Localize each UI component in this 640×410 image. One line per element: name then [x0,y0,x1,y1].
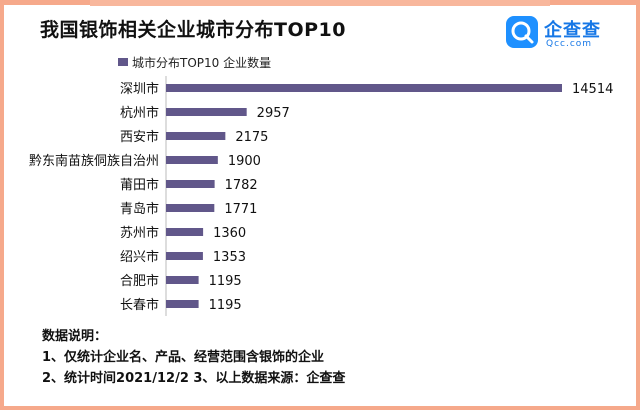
notes-line-2: 2、统计时间2021/12/2 3、以上数据来源：企查查 [42,371,346,386]
category-label: 合肥市 [120,273,159,289]
category-label: 长春市 [120,297,159,313]
logo-subtext: Qcc.com [546,39,593,49]
notes-heading: 数据说明： [42,329,108,344]
data-label: 1771 [224,202,257,217]
qcc-logo: 企查查 Qcc.com [506,14,626,58]
bar [166,156,218,164]
bar [166,228,204,236]
legend: 城市分布TOP10 企业数量 [118,54,271,71]
category-label: 青岛市 [120,201,159,217]
bar [166,204,215,212]
data-label: 1195 [209,298,242,313]
category-label: 绍兴市 [120,249,159,265]
top-strip [90,0,550,6]
bar [166,132,226,140]
data-label: 2957 [257,106,290,121]
legend-swatch [118,58,128,66]
data-label: 1782 [225,178,258,193]
data-label: 14514 [572,82,613,97]
bar [166,300,199,308]
category-label: 杭州市 [120,105,159,121]
category-label: 黔东南苗族侗族自治州 [29,153,159,169]
legend-label: 城市分布TOP10 企业数量 [132,56,272,70]
chart-title: 我国银饰相关企业城市分布TOP10 [40,19,346,41]
data-label: 1353 [213,250,246,265]
category-label: 深圳市 [120,81,159,97]
bar [166,180,215,188]
bar [166,252,203,260]
logo-text: 企查查 [544,20,601,41]
bar [166,276,199,284]
category-label: 西安市 [120,129,159,145]
data-label: 1195 [209,274,242,289]
notes-line-1: 1、仅统计企业名、产品、经营范围含银饰的企业 [42,350,325,365]
data-label: 1900 [228,154,261,169]
qcc-magnifier-icon [506,16,538,48]
data-notes: 数据说明： 1、仅统计企业名、产品、经营范围含银饰的企业 2、统计时间2021/… [42,326,345,389]
data-label: 2175 [235,130,268,145]
bar [166,108,247,116]
bar [166,84,562,92]
category-label: 苏州市 [120,225,159,241]
category-label: 莆田市 [120,177,159,193]
data-label: 1360 [213,226,246,241]
